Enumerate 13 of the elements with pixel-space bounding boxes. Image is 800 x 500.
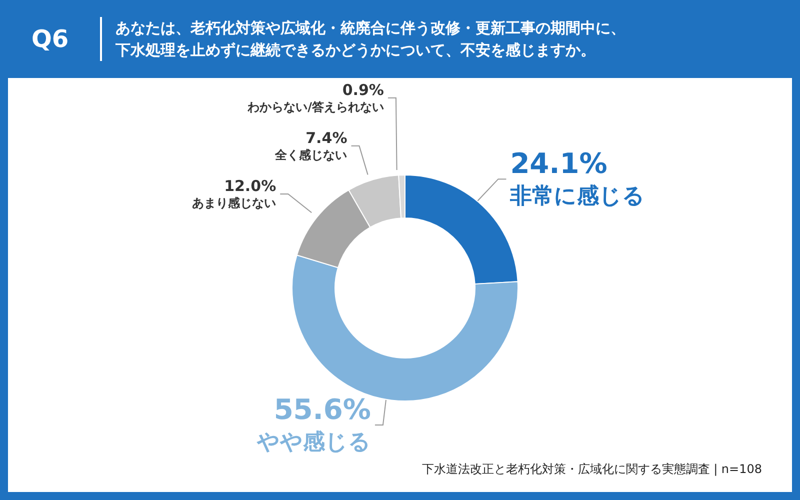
slice-label: あまり感じない bbox=[192, 196, 276, 210]
data-label: 12.0% bbox=[224, 176, 276, 195]
chart-subtitle: あなたは、老朽化対策や広域化・統廃合に伴う改修・更新工事の期間中に、下水処理を止めずに継続できるかどうかについて、不安を感じますか。 bbox=[116, 18, 626, 61]
slice-label: わからない/答えられない bbox=[246, 100, 384, 114]
slice-label: やや感じる bbox=[256, 430, 371, 455]
data-label: 7.4% bbox=[306, 128, 348, 147]
chart-title: Q6 bbox=[30, 25, 70, 53]
text: 下水道法改正と老朽化対策・広域化に関する実態調査 | n=108 bbox=[422, 461, 762, 478]
data-label: 55.6% bbox=[274, 392, 371, 426]
slice-label: 全く感じない bbox=[274, 148, 348, 162]
data-label: 0.9% bbox=[342, 80, 384, 99]
data-label: 24.1% bbox=[510, 147, 608, 180]
slice-label: 非常に感じる bbox=[509, 184, 646, 210]
